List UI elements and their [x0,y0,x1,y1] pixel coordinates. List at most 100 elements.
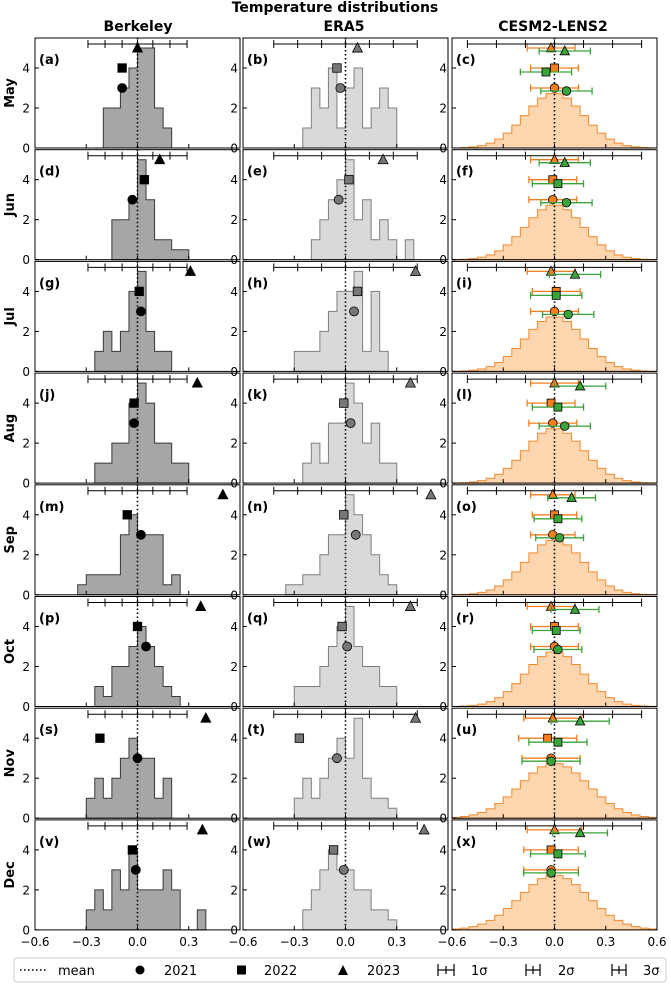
marker-2021 [129,418,139,429]
marker-2021-orange [548,418,558,428]
y-tick-label: 0 [22,142,30,156]
marker-2022 [117,63,127,73]
column-title-berkeley: Berkeley [104,19,173,35]
y-tick-label: 4 [230,620,238,634]
legend-2022-marker [237,965,246,975]
panel-label: (v) [39,835,59,850]
panel-o: 0 2 4 (o) [439,484,658,602]
legend-3sigma-marker [611,964,627,976]
y-tick-label: 0 [22,812,30,826]
marker-2023 [191,376,203,388]
y-tick-label: 2 [230,883,238,897]
panel-x: 0 2 4 (x) [439,819,658,937]
y-tick-label: 2 [439,660,447,674]
marker-2022 [344,175,354,185]
marker-2021-orange [548,194,558,205]
marker-2021 [132,753,143,764]
ensemble-distribution [451,874,658,931]
histogram [85,737,173,819]
marker-2022 [332,63,342,73]
x-tick-label: −0.3 [72,935,101,949]
x-tick-label: 0.0 [336,935,355,949]
marker-2023 [404,376,417,388]
marker-2022-green [541,67,551,77]
y-tick-label: 0 [22,253,30,267]
marker-2021-orange [549,83,560,93]
histogram [94,382,190,484]
panel-label: (h) [247,276,268,291]
marker-2022-green [551,290,561,300]
panel-c: 0 2 4 (c) [439,37,658,156]
marker-2022-green [553,402,563,412]
panel-label: (f) [456,165,474,180]
y-tick-label: 4 [439,285,447,299]
x-axis-labels: −0.6 −0.3 0.0 0.3 −0.6 −0.3 0.0 0.3 −0.6 −0.3 0.0 0… [20,935,666,949]
panel-t: 0 2 4 (t) [230,707,449,826]
marker-2021-green [554,533,565,543]
column-title-cesm2-lens2: CESM2-LENS2 [498,19,607,35]
marker-2021-green [561,197,572,208]
marker-2022-orange [550,63,559,73]
marker-2023-green [559,156,571,167]
panel-i: 0 2 4 (i) [439,260,658,379]
legend-mean-label: mean [58,964,95,979]
panel-u: 0 2 4 (u) [439,707,658,826]
y-tick-label: 2 [230,660,238,674]
marker-2023-orange [549,153,560,164]
y-tick-label: 2 [439,102,447,116]
y-tick-label: 2 [439,213,447,227]
panel-label: (k) [247,388,268,403]
marker-2022-green [553,514,563,524]
y-tick-label: 0 [230,812,238,826]
panel-label: (j) [39,388,55,403]
marker-2021-orange [549,306,560,317]
marker-2021 [345,418,356,429]
x-tick-label: −0.3 [280,935,309,949]
marker-2021-green [561,86,572,96]
y-tick-label: 4 [22,285,30,299]
marker-2022 [328,845,339,855]
marker-2023 [404,600,417,611]
panel-label: (x) [456,835,476,850]
row-label-nov: Nov [3,749,18,778]
marker-2022 [95,733,105,743]
y-tick-label: 0 [230,142,238,156]
legend-2021-marker [135,965,145,975]
legend: mean 2021 2022 2023 1σ 2σ 3σ [13,957,667,983]
y-tick-label: 2 [230,325,238,339]
marker-2023 [377,153,389,165]
panel-q: 0 2 4 (q) [230,596,449,714]
histogram [85,849,207,931]
marker-2021 [342,641,353,652]
marker-2021-green [546,868,556,878]
ensemble-distribution [451,93,658,149]
y-tick-label: 0 [439,812,447,826]
histogram [94,626,181,707]
y-tick-label: 0 [439,923,447,937]
marker-2021-green [546,756,556,766]
marker-2021 [333,194,344,205]
marker-2021 [141,641,151,652]
marker-2022 [339,398,349,408]
y-tick-label: 4 [22,843,30,857]
y-tick-label: 2 [22,548,30,562]
marker-2022-orange [543,733,553,743]
marker-2023 [131,41,144,53]
ensemble-distribution [451,763,658,819]
y-tick-label: 4 [22,508,30,522]
marker-2022 [339,510,349,520]
row-label-oct: Oct [3,639,18,664]
y-tick-label: 4 [230,732,238,746]
marker-2023-green [559,45,571,56]
histogram [302,849,398,931]
panel-g: 0 2 4 (g) Jul [3,260,241,379]
y-tick-label: 0 [22,700,30,714]
y-tick-label: 2 [439,325,447,339]
marker-2023-green [569,268,581,279]
panel-label: (u) [456,723,477,738]
marker-2022 [132,621,143,632]
histogram [285,494,398,596]
column-title-era5: ERA5 [324,19,365,35]
x-tick-label: 0.0 [545,935,564,949]
